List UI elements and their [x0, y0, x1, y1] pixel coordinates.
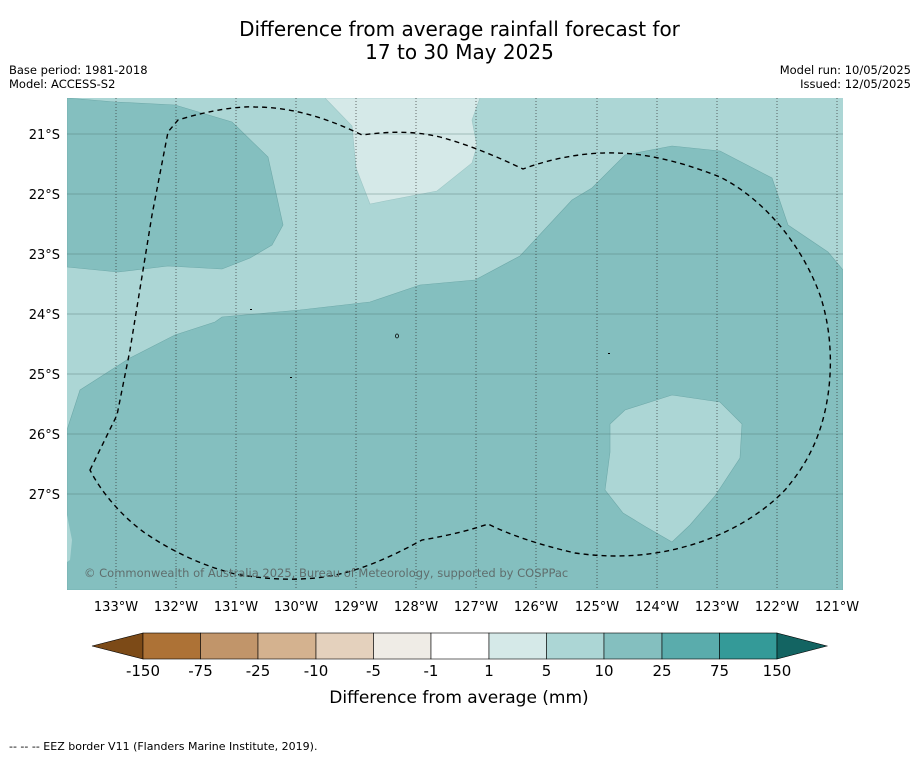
base-period-text: Base period: 1981-2018	[9, 63, 148, 77]
longitude-grid	[115, 98, 838, 590]
lon-label: 127°W	[454, 600, 498, 615]
colorbar-title: Difference from average (mm)	[329, 688, 588, 708]
lon-label: 129°W	[334, 600, 378, 615]
colorbar-tick-label: 5	[542, 662, 552, 680]
island	[250, 309, 252, 310]
colorbar-tick-label: -150	[126, 662, 160, 680]
rain-band-5-10-southeast	[604, 394, 743, 543]
lon-label: 130°W	[274, 600, 318, 615]
lon-label: 126°W	[514, 600, 558, 615]
model-info: Base period: 1981-2018 Model: ACCESS-S2	[9, 63, 148, 91]
colorbar-tick-label: 150	[763, 662, 792, 680]
colorbar-extend-high	[776, 632, 829, 660]
run-info: Model run: 10/05/2025 Issued: 12/05/2025	[780, 63, 911, 91]
colorbar: -150 -75 -25 -10 -5 -1 1 5 10 25 75 150 …	[91, 632, 829, 708]
lon-label: 131°W	[214, 600, 258, 615]
colorbar-cell	[200, 632, 259, 660]
eez-border	[89, 106, 832, 580]
lat-label: 26°S	[29, 428, 60, 443]
colorbar-tick-label: 25	[652, 662, 671, 680]
colorbar-tick-label: -75	[188, 662, 213, 680]
lon-label: 121°W	[815, 600, 859, 615]
lon-label: 132°W	[154, 600, 198, 615]
title-line-1: Difference from average rainfall forecas…	[239, 17, 680, 41]
rain-band-10-25-northwest	[67, 98, 284, 273]
colorbar-cell	[373, 632, 432, 660]
lat-label: 23°S	[29, 248, 60, 263]
island	[290, 377, 292, 378]
colorbar-cell	[142, 632, 201, 660]
issued-date-text: Issued: 12/05/2025	[800, 77, 911, 91]
colorbar-cell	[603, 632, 663, 660]
colorbar-cell	[719, 632, 778, 660]
colorbar-tick-label: 75	[710, 662, 729, 680]
lat-label: 21°S	[29, 128, 60, 143]
lon-label: 124°W	[635, 600, 679, 615]
lon-label: 123°W	[695, 600, 739, 615]
latitude-grid	[67, 133, 843, 495]
map-title: Difference from average rainfall forecas…	[0, 18, 919, 64]
lon-label: 125°W	[575, 600, 619, 615]
colorbar-tick-label: -1	[424, 662, 439, 680]
rain-band-5-10-edge	[67, 515, 72, 562]
colorbar-cell	[546, 632, 605, 660]
lon-label: 122°W	[755, 600, 799, 615]
eez-footnote: -- -- -- EEZ border V11 (Flanders Marine…	[9, 740, 318, 753]
lat-label: 24°S	[29, 308, 60, 323]
latitude-labels: 21°S 22°S 23°S 24°S 25°S 26°S 27°S	[29, 128, 60, 503]
island	[395, 333, 399, 339]
lat-label: 22°S	[29, 188, 60, 203]
island-markers	[250, 309, 610, 378]
island	[608, 353, 610, 354]
model-name-text: Model: ACCESS-S2	[9, 77, 116, 91]
colorbar-tick-label: -5	[366, 662, 381, 680]
lat-label: 25°S	[29, 368, 60, 383]
colorbar-extend-low	[91, 632, 144, 660]
colorbar-tick-label: -10	[304, 662, 329, 680]
map-area: © Commonwealth of Australia 2025, Bureau…	[67, 98, 843, 590]
lon-label: 133°W	[94, 600, 138, 615]
lat-label: 27°S	[29, 488, 60, 503]
colorbar-cell	[257, 632, 317, 660]
colorbar-tick-label: -25	[246, 662, 271, 680]
longitude-labels: 133°W 132°W 131°W 130°W 129°W 128°W 127°…	[94, 600, 859, 615]
colorbar-cell	[488, 632, 547, 660]
colorbar-tick-label: 1	[484, 662, 494, 680]
colorbar-cell	[315, 632, 374, 660]
rain-band-1-5-north	[324, 98, 481, 205]
lon-label: 128°W	[394, 600, 438, 615]
colorbar-tick-label: 10	[594, 662, 613, 680]
colorbar-cells	[91, 632, 829, 660]
colorbar-tick-labels: -150 -75 -25 -10 -5 -1 1 5 10 25 75 150	[126, 662, 791, 680]
copyright-notice: © Commonwealth of Australia 2025, Bureau…	[84, 566, 568, 580]
model-run-text: Model run: 10/05/2025	[779, 63, 911, 77]
colorbar-cell	[661, 632, 720, 660]
colorbar-cell	[430, 632, 490, 660]
title-line-2: 17 to 30 May 2025	[365, 40, 554, 64]
